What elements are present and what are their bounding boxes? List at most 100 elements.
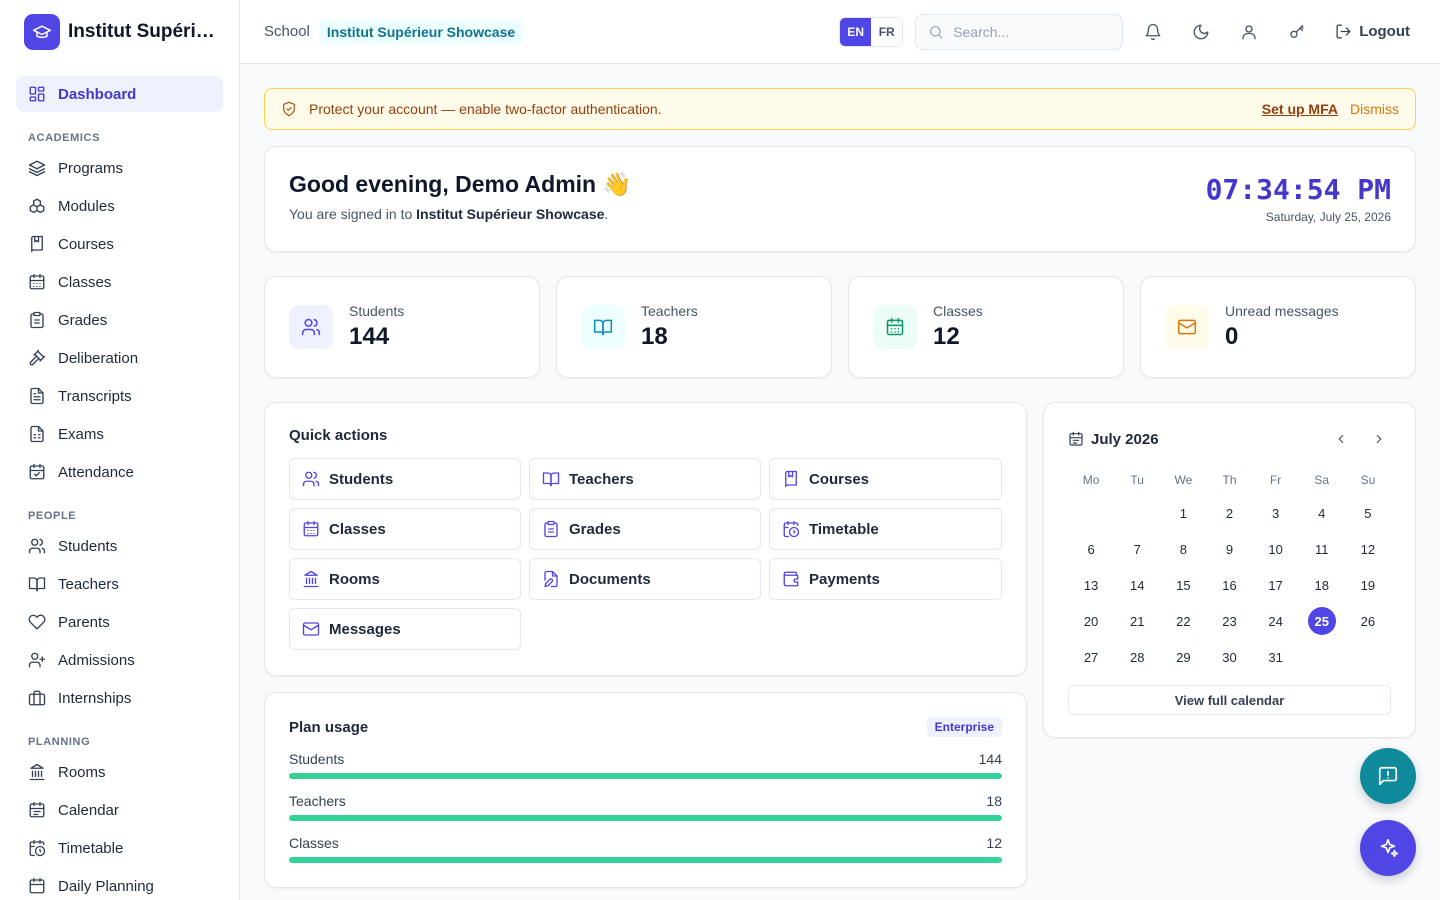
calendar-day[interactable]: 28 bbox=[1114, 639, 1160, 675]
sidebar-item-modules[interactable]: Modules bbox=[16, 188, 223, 224]
quick-action-label: Courses bbox=[809, 470, 870, 488]
calendar-day[interactable]: 31 bbox=[1253, 639, 1299, 675]
sidebar-item-students[interactable]: Students bbox=[16, 528, 223, 564]
stat-card-students[interactable]: Students 144 bbox=[264, 276, 540, 378]
calendar-day[interactable]: 9 bbox=[1206, 531, 1252, 567]
stat-card-teachers[interactable]: Teachers 18 bbox=[556, 276, 832, 378]
school-badge[interactable]: Institut Supérieur Showcase bbox=[318, 19, 524, 44]
stat-value: 18 bbox=[641, 323, 668, 350]
sidebar-item-internships[interactable]: Internships bbox=[16, 680, 223, 716]
calendar-day[interactable]: 13 bbox=[1068, 567, 1114, 603]
quick-action-classes[interactable]: Classes bbox=[289, 508, 521, 550]
stat-card-messages[interactable]: Unread messages 0 bbox=[1140, 276, 1416, 378]
greeting-school: Institut Supérieur Showcase bbox=[416, 206, 605, 222]
view-full-calendar-button[interactable]: View full calendar bbox=[1068, 685, 1391, 715]
file-edit-icon bbox=[544, 570, 558, 588]
calendar-day[interactable]: 15 bbox=[1160, 567, 1206, 603]
calendar-day[interactable]: 11 bbox=[1299, 531, 1345, 567]
sidebar-item-calendar[interactable]: Calendar bbox=[16, 792, 223, 828]
calendar-day[interactable]: 4 bbox=[1299, 495, 1345, 531]
sidebar-item-daily-planning[interactable]: Daily Planning bbox=[16, 868, 223, 900]
calendar-day[interactable]: 22 bbox=[1160, 603, 1206, 639]
calendar-empty-cell bbox=[1114, 495, 1160, 531]
calendar-day[interactable]: 16 bbox=[1206, 567, 1252, 603]
calendar-day[interactable]: 5 bbox=[1345, 495, 1391, 531]
sidebar-item-admissions[interactable]: Admissions bbox=[16, 642, 223, 678]
calendar-day-number: 16 bbox=[1222, 577, 1237, 593]
brand[interactable]: Institut Supérieur Showcase bbox=[0, 0, 239, 64]
sidebar-item-classes[interactable]: Classes bbox=[16, 264, 223, 300]
calendar-prev-button[interactable] bbox=[1329, 427, 1353, 451]
quick-action-courses[interactable]: Courses bbox=[769, 458, 1002, 500]
feedback-fab[interactable] bbox=[1360, 748, 1416, 804]
notifications-button[interactable] bbox=[1135, 14, 1171, 50]
sidebar-item-attendance[interactable]: Attendance bbox=[16, 454, 223, 490]
sidebar-item-label: Attendance bbox=[58, 463, 134, 481]
quick-action-grades[interactable]: Grades bbox=[529, 508, 761, 550]
sidebar-item-exams[interactable]: Exams bbox=[16, 416, 223, 452]
quick-action-documents[interactable]: Documents bbox=[529, 558, 761, 600]
calendar-day[interactable]: 26 bbox=[1345, 603, 1391, 639]
calendar-day[interactable]: 2 bbox=[1206, 495, 1252, 531]
profile-button[interactable] bbox=[1231, 14, 1267, 50]
quick-action-timetable[interactable]: Timetable bbox=[769, 508, 1002, 550]
security-key-button[interactable] bbox=[1279, 14, 1315, 50]
sidebar-item-transcripts[interactable]: Transcripts bbox=[16, 378, 223, 414]
calendar-day-today[interactable]: 25 bbox=[1299, 603, 1345, 639]
quick-action-teachers[interactable]: Teachers bbox=[529, 458, 761, 500]
sidebar-item-dashboard[interactable]: Dashboard bbox=[16, 76, 223, 112]
layers-icon bbox=[28, 160, 46, 177]
calendar-day[interactable]: 19 bbox=[1345, 567, 1391, 603]
dismiss-button[interactable]: Dismiss bbox=[1350, 101, 1399, 117]
sidebar-item-courses[interactable]: Courses bbox=[16, 226, 223, 262]
greeting-suffix: . bbox=[604, 206, 609, 222]
sidebar-item-grades[interactable]: Grades bbox=[16, 302, 223, 338]
calendar-day[interactable]: 12 bbox=[1345, 531, 1391, 567]
calendar-day[interactable]: 6 bbox=[1068, 531, 1114, 567]
sidebar-item-rooms[interactable]: Rooms bbox=[16, 754, 223, 790]
quick-action-students[interactable]: Students bbox=[289, 458, 521, 500]
calendar-day[interactable]: 23 bbox=[1206, 603, 1252, 639]
theme-toggle-button[interactable] bbox=[1183, 14, 1219, 50]
lang-en-button[interactable]: EN bbox=[840, 17, 872, 46]
file-spreadsheet-icon bbox=[30, 425, 44, 443]
calendar-day[interactable]: 21 bbox=[1114, 603, 1160, 639]
sidebar-item-deliberation[interactable]: Deliberation bbox=[16, 340, 223, 376]
calendar-day[interactable]: 24 bbox=[1253, 603, 1299, 639]
quick-action-messages[interactable]: Messages bbox=[289, 608, 521, 650]
sidebar-item-teachers[interactable]: Teachers bbox=[16, 566, 223, 602]
calendar-day[interactable]: 10 bbox=[1253, 531, 1299, 567]
quick-action-payments[interactable]: Payments bbox=[769, 558, 1002, 600]
calendar-day[interactable]: 8 bbox=[1160, 531, 1206, 567]
calendar-day-number: 21 bbox=[1129, 613, 1145, 629]
calendar-day[interactable]: 27 bbox=[1068, 639, 1114, 675]
stat-card-classes[interactable]: Classes 12 bbox=[848, 276, 1124, 378]
ai-assistant-fab[interactable] bbox=[1360, 820, 1416, 876]
logout-button[interactable]: Logout bbox=[1329, 23, 1416, 40]
calendar-day[interactable]: 29 bbox=[1160, 639, 1206, 675]
sidebar-item-label: Classes bbox=[58, 273, 112, 291]
plan-row-students: Students 144 bbox=[289, 751, 1002, 779]
lang-fr-button[interactable]: FR bbox=[878, 24, 895, 39]
calendar-header: July 2026 bbox=[1068, 427, 1391, 451]
calendar-day[interactable]: 30 bbox=[1206, 639, 1252, 675]
sidebar-item-parents[interactable]: Parents bbox=[16, 604, 223, 640]
quick-action-rooms[interactable]: Rooms bbox=[289, 558, 521, 600]
sidebar-item-programs[interactable]: Programs bbox=[16, 150, 223, 186]
calendar-day-number: 6 bbox=[1087, 541, 1095, 557]
calendar-day[interactable]: 14 bbox=[1114, 567, 1160, 603]
quick-action-label: Students bbox=[329, 470, 394, 488]
calendar-day[interactable]: 20 bbox=[1068, 603, 1114, 639]
stats-row: Students 144 Teachers 18 Classes 12 bbox=[264, 276, 1416, 378]
setup-mfa-link[interactable]: Set up MFA bbox=[1261, 101, 1338, 117]
calendar-day[interactable]: 7 bbox=[1114, 531, 1160, 567]
calendar-day[interactable]: 3 bbox=[1253, 495, 1299, 531]
calendar-next-button[interactable] bbox=[1367, 427, 1391, 451]
search-input[interactable] bbox=[953, 23, 1104, 40]
calendar-day[interactable]: 1 bbox=[1160, 495, 1206, 531]
sidebar-item-label: Students bbox=[58, 537, 118, 555]
stat-label: Unread messages bbox=[1225, 303, 1339, 319]
calendar-day[interactable]: 17 bbox=[1253, 567, 1299, 603]
sidebar-item-timetable[interactable]: Timetable bbox=[16, 830, 223, 866]
calendar-day[interactable]: 18 bbox=[1299, 567, 1345, 603]
